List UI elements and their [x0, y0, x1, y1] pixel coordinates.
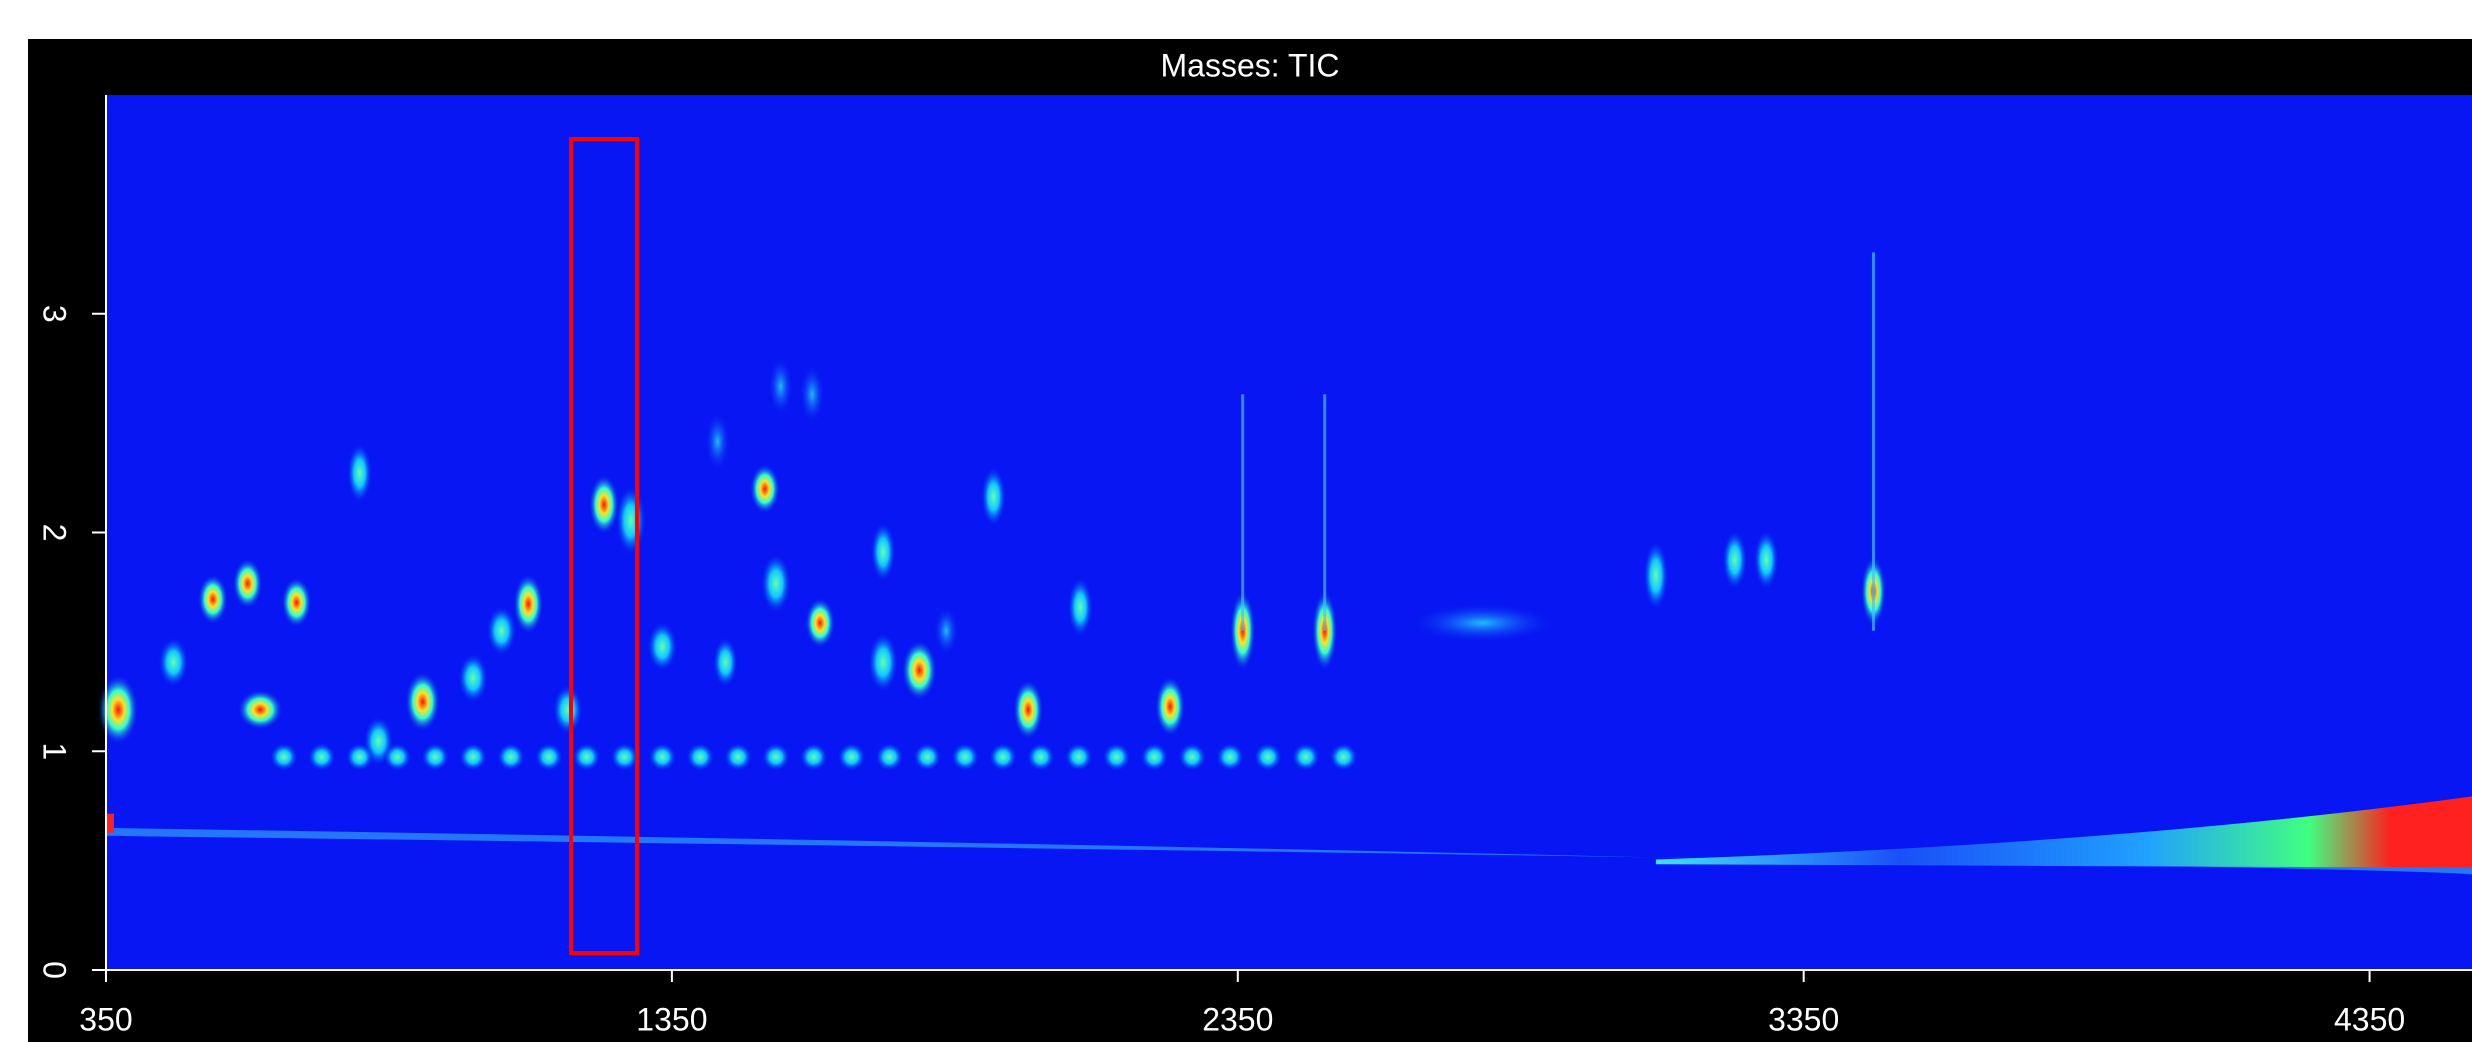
y-tick-label: 2: [37, 524, 73, 542]
heat-spot: [347, 443, 372, 504]
y-tick-label: 1: [37, 742, 73, 760]
heat-spot: [1178, 743, 1206, 771]
heat-spot: [647, 621, 677, 671]
y-tick-label: 0: [37, 961, 73, 979]
heat-spot: [405, 671, 440, 732]
y-tick-label: 3: [37, 305, 73, 323]
heat-spot: [270, 743, 298, 771]
heat-spot: [1254, 743, 1282, 771]
heat-spot: [686, 743, 714, 771]
x-tick-label: 1350: [636, 1001, 707, 1037]
heat-spot: [981, 466, 1006, 527]
heat-spot: [837, 743, 865, 771]
heat-spot: [497, 743, 525, 771]
heat-spot: [459, 743, 487, 771]
heat-spot: [750, 464, 780, 514]
heat-spot: [800, 364, 825, 425]
heat-spot: [281, 577, 311, 627]
heat-spot: [486, 606, 516, 656]
heat-spot: [1407, 603, 1558, 643]
heat-spot: [1216, 743, 1244, 771]
heat-spot: [768, 356, 793, 417]
heat-spot: [1643, 540, 1668, 611]
x-tick-label: 350: [79, 1001, 132, 1037]
chart: Masses: TIC 350 1350 2350 3350 4350 0 1 2 3: [0, 0, 2472, 1042]
heat-spot: [198, 574, 228, 624]
heat-spot: [98, 674, 138, 745]
heat-spot: [989, 743, 1017, 771]
heat-spot: [1722, 530, 1747, 591]
heat-spot: [1155, 676, 1185, 737]
heat-spot: [553, 684, 583, 734]
heat-spot: [421, 743, 449, 771]
heat-spot: [1027, 743, 1055, 771]
heat-spot: [513, 574, 543, 635]
heat-spot: [805, 598, 835, 648]
heat-spot: [800, 743, 828, 771]
heat-spot: [535, 743, 563, 771]
heat-spot: [1329, 743, 1357, 771]
heat-spot: [232, 558, 262, 608]
chart-title: Masses: TIC: [1161, 47, 1340, 83]
heat-spot: [902, 640, 937, 701]
x-tick-label: 3350: [1768, 1001, 1839, 1037]
heat-spot: [1068, 577, 1093, 638]
heat-spot: [875, 743, 903, 771]
heat-spot: [610, 743, 638, 771]
heat-spot: [648, 743, 676, 771]
heat-spot: [1064, 743, 1092, 771]
heat-spot: [951, 743, 979, 771]
heat-spot: [616, 485, 646, 556]
x-tick-label: 2350: [1202, 1001, 1273, 1037]
heat-spot: [1754, 530, 1779, 591]
heat-spot: [1102, 743, 1130, 771]
heat-spot: [934, 606, 959, 656]
heat-spot: [572, 743, 600, 771]
heat-spot: [383, 743, 411, 771]
heat-spot: [761, 553, 791, 614]
heat-spot: [705, 411, 730, 472]
heat-spot: [713, 637, 738, 687]
heat-spot: [871, 522, 896, 583]
heat-spot: [1140, 743, 1168, 771]
heat-spot: [1292, 743, 1320, 771]
heat-spot: [589, 474, 619, 535]
heat-spot: [1013, 679, 1043, 740]
baseline-band: [106, 814, 114, 833]
heat-spot: [762, 743, 790, 771]
heat-spot: [308, 743, 336, 771]
heat-spot: [913, 743, 941, 771]
heat-spot: [345, 743, 373, 771]
heat-spot: [868, 632, 898, 693]
heat-spot: [158, 637, 188, 687]
heat-spot: [724, 743, 752, 771]
heat-spot: [458, 653, 488, 703]
heat-spot: [237, 689, 282, 729]
x-tick-label: 4350: [2334, 1001, 2405, 1037]
